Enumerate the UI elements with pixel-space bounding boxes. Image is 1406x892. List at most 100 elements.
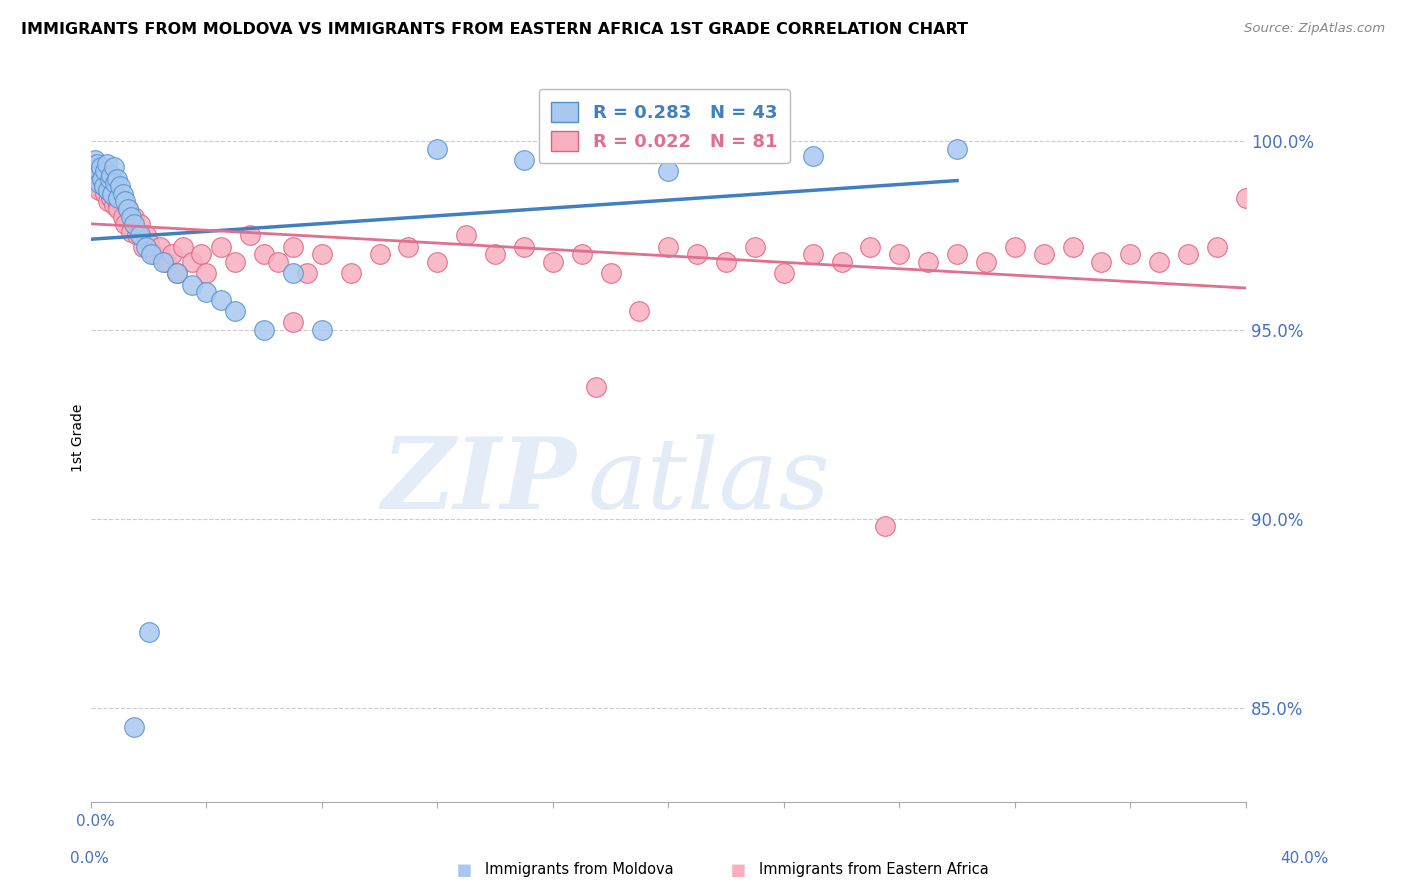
Point <box>122 217 145 231</box>
Point <box>111 210 134 224</box>
Point <box>135 228 157 243</box>
Point <box>93 179 115 194</box>
Text: ▪: ▪ <box>456 858 472 881</box>
Point <box>84 171 107 186</box>
Point <box>714 255 737 269</box>
Point <box>108 191 131 205</box>
Point <box>426 142 449 156</box>
Point <box>120 210 142 224</box>
Point <box>917 255 939 269</box>
Point <box>94 186 117 201</box>
Point <box>772 266 794 280</box>
Point <box>513 153 536 167</box>
Point <box>239 228 262 243</box>
Point <box>281 315 304 329</box>
Point <box>117 202 139 216</box>
Point <box>84 153 107 167</box>
Point <box>105 194 128 209</box>
Point <box>180 277 202 292</box>
Point <box>396 240 419 254</box>
Point <box>143 247 166 261</box>
Point <box>87 161 110 175</box>
Point <box>1206 240 1229 254</box>
Point <box>138 625 160 640</box>
Point <box>83 164 105 178</box>
Text: Immigrants from Eastern Africa: Immigrants from Eastern Africa <box>759 863 988 877</box>
Point <box>889 247 911 261</box>
Point <box>97 194 120 209</box>
Point <box>339 266 361 280</box>
Point <box>91 171 114 186</box>
Point <box>873 519 896 533</box>
Point <box>96 156 118 170</box>
Point <box>1177 247 1199 261</box>
Point <box>1119 247 1142 261</box>
Point <box>831 255 853 269</box>
Point <box>209 293 232 307</box>
Point <box>281 266 304 280</box>
Text: Immigrants from Moldova: Immigrants from Moldova <box>485 863 673 877</box>
Point <box>426 255 449 269</box>
Point <box>253 247 276 261</box>
Point <box>744 240 766 254</box>
Point <box>132 240 155 254</box>
Point <box>541 255 564 269</box>
Point <box>101 186 124 201</box>
Point <box>190 247 212 261</box>
Point <box>281 240 304 254</box>
Point <box>122 210 145 224</box>
Point <box>105 171 128 186</box>
Point <box>253 323 276 337</box>
Point <box>224 255 246 269</box>
Point <box>96 164 118 178</box>
Point <box>311 323 333 337</box>
Point <box>149 240 172 254</box>
Point <box>172 240 194 254</box>
Point <box>1032 247 1054 261</box>
Point <box>513 240 536 254</box>
Point <box>801 247 824 261</box>
Point <box>1062 240 1084 254</box>
Point <box>98 171 121 186</box>
Point <box>1147 255 1170 269</box>
Point <box>311 247 333 261</box>
Point <box>946 247 969 261</box>
Point <box>859 240 882 254</box>
Point <box>128 217 150 231</box>
Point <box>101 183 124 197</box>
Point <box>90 161 112 175</box>
Point <box>89 183 111 197</box>
Point <box>114 217 136 231</box>
Point <box>152 255 174 269</box>
Text: 0.0%: 0.0% <box>70 851 110 865</box>
Text: IMMIGRANTS FROM MOLDOVA VS IMMIGRANTS FROM EASTERN AFRICA 1ST GRADE CORRELATION : IMMIGRANTS FROM MOLDOVA VS IMMIGRANTS FR… <box>21 22 969 37</box>
Point <box>90 168 112 182</box>
Point <box>166 266 188 280</box>
Point <box>104 186 127 201</box>
Point <box>135 240 157 254</box>
Point <box>599 266 621 280</box>
Point <box>1090 255 1112 269</box>
Text: 40.0%: 40.0% <box>1281 851 1329 865</box>
Point <box>94 164 117 178</box>
Point <box>89 176 111 190</box>
Point <box>1004 240 1026 254</box>
Point <box>104 176 127 190</box>
Point <box>117 202 139 216</box>
Point <box>628 304 651 318</box>
Point <box>114 194 136 209</box>
Point <box>107 191 129 205</box>
Point <box>224 304 246 318</box>
Point <box>484 247 506 261</box>
Point <box>91 176 114 190</box>
Point <box>83 164 105 178</box>
Point <box>166 266 188 280</box>
Text: atlas: atlas <box>588 434 830 529</box>
Legend: R = 0.283   N = 43, R = 0.022   N = 81: R = 0.283 N = 43, R = 0.022 N = 81 <box>538 89 790 163</box>
Point <box>657 164 679 178</box>
Point <box>141 247 163 261</box>
Text: ZIP: ZIP <box>381 434 576 530</box>
Point <box>267 255 290 269</box>
Text: Source: ZipAtlas.com: Source: ZipAtlas.com <box>1244 22 1385 36</box>
Point <box>100 168 122 182</box>
